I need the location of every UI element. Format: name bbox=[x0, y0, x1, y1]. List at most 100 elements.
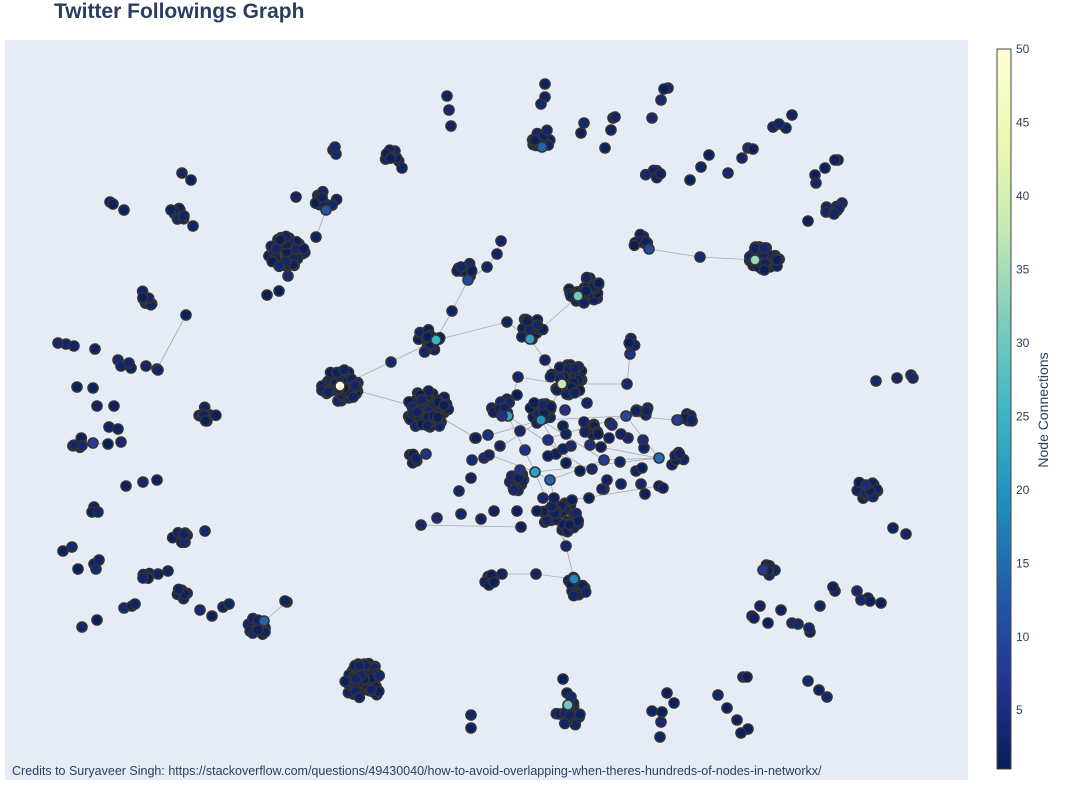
graph-node[interactable] bbox=[814, 600, 826, 612]
graph-node[interactable] bbox=[671, 414, 683, 426]
graph-node[interactable] bbox=[514, 464, 526, 476]
graph-node[interactable] bbox=[643, 243, 655, 255]
graph-node[interactable] bbox=[530, 568, 542, 580]
graph-node[interactable] bbox=[559, 404, 571, 416]
graph-node[interactable] bbox=[773, 118, 785, 130]
graph-node[interactable] bbox=[757, 564, 769, 576]
graph-node[interactable] bbox=[592, 428, 604, 440]
graph-node[interactable] bbox=[441, 90, 453, 102]
graph-node[interactable] bbox=[349, 379, 361, 391]
graph-node[interactable] bbox=[290, 191, 302, 203]
graph-node[interactable] bbox=[855, 594, 867, 606]
graph-node[interactable] bbox=[544, 474, 556, 486]
graph-node[interactable] bbox=[118, 204, 130, 216]
graph-node[interactable] bbox=[108, 400, 120, 412]
graph-node[interactable] bbox=[556, 378, 568, 390]
graph-node[interactable] bbox=[655, 716, 667, 728]
graph-node[interactable] bbox=[614, 456, 626, 468]
graph-node[interactable] bbox=[694, 251, 706, 263]
graph-node[interactable] bbox=[465, 709, 477, 721]
graph-node[interactable] bbox=[542, 434, 554, 446]
graph-node[interactable] bbox=[455, 508, 467, 520]
graph-node[interactable] bbox=[598, 454, 610, 466]
graph-node[interactable] bbox=[339, 675, 352, 688]
graph-node[interactable] bbox=[178, 528, 190, 540]
graph-node[interactable] bbox=[891, 372, 903, 384]
graph-node[interactable] bbox=[754, 600, 766, 612]
graph-node[interactable] bbox=[819, 162, 831, 174]
graph-node[interactable] bbox=[628, 239, 641, 252]
graph-node[interactable] bbox=[524, 333, 536, 345]
graph-node[interactable] bbox=[771, 254, 784, 266]
graph-node[interactable] bbox=[282, 270, 294, 282]
graph-node[interactable] bbox=[180, 309, 192, 321]
graph-node[interactable] bbox=[575, 127, 587, 139]
graph-node[interactable] bbox=[466, 454, 478, 466]
graph-node[interactable] bbox=[747, 143, 759, 155]
graph-node[interactable] bbox=[430, 334, 442, 346]
graph-node[interactable] bbox=[172, 583, 185, 596]
graph-node[interactable] bbox=[630, 405, 642, 417]
graph-node[interactable] bbox=[623, 336, 636, 349]
graph-node[interactable] bbox=[329, 141, 341, 153]
graph-node[interactable] bbox=[199, 525, 211, 537]
graph-node[interactable] bbox=[595, 441, 607, 453]
graph-node[interactable] bbox=[385, 356, 397, 368]
graph-node[interactable] bbox=[544, 370, 557, 383]
graph-node[interactable] bbox=[657, 482, 669, 494]
graph-node[interactable] bbox=[536, 141, 548, 153]
graph-node[interactable] bbox=[129, 598, 141, 610]
graph-node[interactable] bbox=[210, 409, 222, 422]
graph-node[interactable] bbox=[512, 371, 524, 383]
graph-node[interactable] bbox=[624, 348, 636, 360]
graph-node[interactable] bbox=[353, 691, 366, 704]
graph-node[interactable] bbox=[684, 174, 696, 186]
graph-node[interactable] bbox=[273, 285, 285, 297]
graph-node[interactable] bbox=[519, 444, 531, 456]
graph-node[interactable] bbox=[568, 573, 580, 585]
graph-node[interactable] bbox=[495, 235, 507, 247]
graph-node[interactable] bbox=[596, 483, 608, 495]
graph-node[interactable] bbox=[620, 410, 632, 422]
graph-node[interactable] bbox=[496, 568, 508, 580]
graph-node[interactable] bbox=[636, 462, 648, 474]
graph-node[interactable] bbox=[443, 104, 455, 116]
graph-node[interactable] bbox=[501, 316, 513, 328]
graph-node[interactable] bbox=[91, 400, 103, 412]
graph-node[interactable] bbox=[165, 204, 177, 216]
graph-node[interactable] bbox=[792, 618, 804, 630]
graph-node[interactable] bbox=[531, 319, 544, 331]
graph-node[interactable] bbox=[531, 505, 543, 517]
graph-node[interactable] bbox=[258, 615, 270, 627]
graph-node[interactable] bbox=[673, 448, 686, 460]
graph-node[interactable] bbox=[462, 274, 474, 286]
graph-node[interactable] bbox=[68, 439, 80, 452]
graph-node[interactable] bbox=[564, 709, 576, 721]
graph-node[interactable] bbox=[685, 414, 698, 427]
graph-node[interactable] bbox=[338, 364, 351, 376]
graph-node[interactable] bbox=[586, 463, 598, 475]
graph-node[interactable] bbox=[668, 697, 680, 709]
graph-node[interactable] bbox=[316, 191, 328, 204]
graph-node[interactable] bbox=[511, 389, 523, 401]
graph-node[interactable] bbox=[661, 687, 673, 699]
graph-node[interactable] bbox=[802, 215, 814, 227]
graph-node[interactable] bbox=[581, 397, 593, 409]
graph-node[interactable] bbox=[334, 380, 346, 392]
graph-node[interactable] bbox=[758, 264, 771, 276]
graph-node[interactable] bbox=[578, 416, 590, 428]
graph-node[interactable] bbox=[603, 432, 615, 444]
graph-node[interactable] bbox=[828, 208, 840, 220]
graph-node[interactable] bbox=[252, 624, 264, 636]
graph-node[interactable] bbox=[87, 382, 99, 394]
graph-node[interactable] bbox=[907, 372, 919, 384]
graph-node[interactable] bbox=[72, 563, 84, 575]
graph-node[interactable] bbox=[712, 689, 724, 701]
graph-node[interactable] bbox=[579, 426, 591, 438]
graph-node[interactable] bbox=[76, 621, 88, 633]
graph-node[interactable] bbox=[875, 597, 887, 609]
graph-node[interactable] bbox=[481, 261, 493, 273]
graph-node[interactable] bbox=[496, 410, 508, 422]
graph-node[interactable] bbox=[347, 391, 359, 403]
graph-node[interactable] bbox=[741, 671, 753, 683]
